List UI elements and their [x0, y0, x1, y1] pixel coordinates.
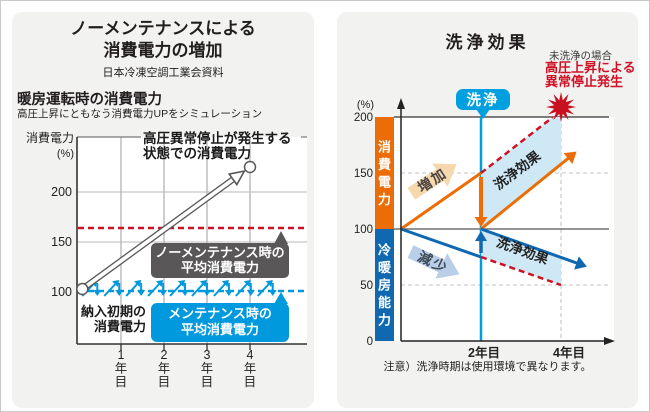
increase-label: 増加	[415, 165, 451, 196]
vertical-gridlines	[120, 137, 251, 344]
right-ytick-150: 150	[354, 168, 373, 180]
effect-shaded-areas	[481, 117, 561, 285]
cleaning-note: 注意）洗浄時期は使用環境で異なります。	[383, 361, 592, 373]
initial-consumption-line2: 消費電力	[94, 319, 146, 334]
no-maintenance-callout-line2: 平均消費電力	[181, 260, 259, 275]
horizontal-gridlines	[77, 191, 307, 243]
left-chart-series	[76, 160, 305, 297]
initial-consumption-line1: 納入初期の	[81, 304, 146, 319]
cleaning-bubble: 洗浄	[456, 89, 510, 119]
left-title-line1: ノーメンテナンスによる	[70, 19, 256, 38]
left-xtick-2: 2 年目	[158, 348, 171, 389]
left-title-line2: 消費電力の増加	[103, 40, 223, 60]
right-panel-title: 洗浄効果	[445, 33, 530, 52]
pct-label: (%)	[357, 99, 374, 111]
maintenance-callout-line1: メンテナンス時の	[168, 306, 272, 321]
axes	[76, 137, 307, 345]
maintenance-callout: メンテナンス時の 平均消費電力	[151, 292, 289, 342]
x-tick-marks	[120, 344, 251, 350]
right-ytick-200: 200	[354, 112, 373, 124]
left-xtick-3: 3 年目	[201, 348, 214, 389]
dashed-gridlines	[401, 117, 609, 341]
failure-warning-line1: 高圧上昇による	[545, 60, 636, 75]
capacity-band	[375, 229, 394, 341]
right-ytick-50: 50	[360, 280, 373, 292]
maintenance-callout-line2: 平均消費電力	[181, 322, 259, 337]
plot-area	[77, 137, 307, 344]
effect-label-lower: 洗浄効果	[495, 234, 552, 268]
cleaning-bubble-label: 洗浄	[467, 91, 500, 109]
left-y-axis-unit: (%)	[57, 148, 74, 160]
decrease-label: 減少	[415, 248, 451, 276]
failure-warning: 高圧上昇による 異常停止発生	[545, 60, 636, 90]
right-ytick-0: 0	[367, 336, 373, 348]
left-ytick-150: 150	[51, 235, 72, 249]
left-x-tick-labels: 1 年目 2 年目 3 年目 4 年目	[115, 348, 257, 389]
unwashed-case-label: 未洗浄の場合	[549, 50, 612, 62]
axes	[397, 98, 615, 345]
x-axis-arrow	[604, 337, 615, 345]
right-ytick-100: 100	[354, 224, 373, 236]
no-maintenance-callout: ノーメンテナンス時の 平均消費電力	[151, 231, 289, 278]
increase-arrow: 増加	[407, 163, 457, 200]
failure-starburst	[546, 92, 576, 122]
right-panel: 洗浄効果 未洗浄の場合 高圧上昇による 異常停止発生 注意）洗浄時期は使用環境で…	[337, 12, 638, 408]
report-source: 日本冷凍空調工業会資料	[102, 67, 224, 79]
left-y-axis-title: 消費電力	[26, 130, 74, 145]
failure-warning-line2: 異常停止発生	[545, 74, 624, 90]
left-xtick-4: 4 年目	[244, 348, 257, 389]
effect-label-upper: 洗浄効果	[491, 147, 544, 193]
power-band	[375, 117, 394, 229]
left-panel: ノーメンテナンスによる 消費電力の増加 日本冷凍空調工業会資料 暖房運転時の消費…	[12, 12, 314, 408]
left-ytick-100: 100	[51, 285, 72, 299]
no-maintenance-callout-line1: ノーメンテナンス時の	[155, 245, 284, 260]
decrease-arrow: 減少	[407, 245, 460, 279]
chart-section-subtitle: 高圧上昇にともなう消費電力UPをシミュレーション	[17, 108, 263, 120]
left-ytick-200: 200	[51, 185, 72, 199]
plot-area	[394, 117, 614, 341]
left-xtick-1: 1 年目	[115, 348, 128, 389]
y-axis-arrow	[397, 98, 405, 109]
power-band-label: 消費電力	[378, 139, 391, 207]
chart-section-title: 暖房運転時の消費電力	[17, 92, 162, 108]
failure-annotation-line2: 状態での消費電力	[143, 145, 251, 161]
left-panel-title: ノーメンテナンスによる 消費電力の増加	[12, 18, 314, 62]
right-chart-series	[400, 116, 587, 287]
failure-annotation-line1: 高圧異常停止が発生する	[143, 130, 292, 146]
capacity-band-label: 冷暖房能力	[378, 243, 392, 328]
